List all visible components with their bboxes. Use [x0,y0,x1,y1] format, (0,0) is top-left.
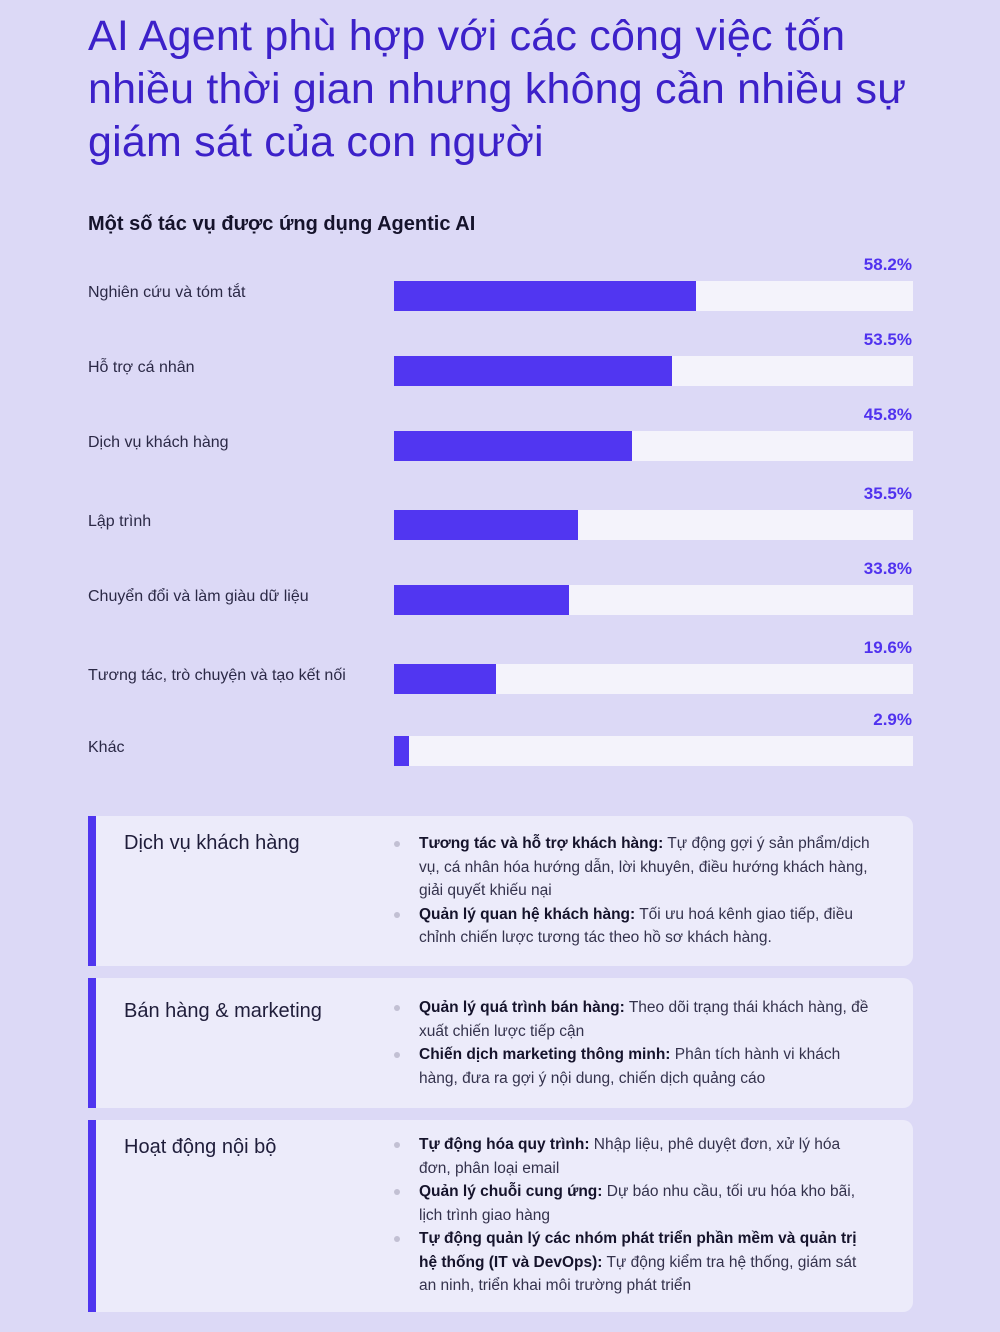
bar-label: Tương tác, trò chuyện và tạo kết nối [88,667,346,684]
card-title: Dịch vụ khách hàng [124,832,300,854]
bar-value-label: 35.5% [863,484,912,503]
card-bullet-item: Tương tác và hỗ trợ khách hàng: Tự động … [392,832,870,903]
bullet-text: Nhập liệu, phê duyệt đơn, xử lý hóa đơn,… [419,1136,841,1177]
bullet-heading: Tương tác và hỗ trợ khách hàng: [419,835,664,852]
bar [394,664,496,694]
bar-value-label: 2.9% [873,710,912,729]
card-title: Hoạt động nội bộ [124,1136,277,1158]
bullet-heading: Tự động hóa quy trình: [419,1136,590,1153]
card-internal-operations: Hoạt động nội bộ Tự động hóa quy trình: … [88,1120,913,1312]
bar-value-label: 53.5% [863,330,912,349]
bar-value-label: 19.6% [863,638,912,657]
bar-track [394,431,913,461]
bar-label: Dịch vụ khách hàng [88,434,229,451]
card-customer-service: Dịch vụ khách hàng Tương tác và hỗ trợ k… [88,816,913,966]
page-title: AI Agent phù hợp với các công việc tốn n… [88,12,907,166]
card-bullet-list: Tự động hóa quy trình: Nhập liệu, phê du… [392,1133,870,1298]
bullet-heading: Tự động quản lý các nhóm phát triển phần… [419,1230,857,1271]
card-title: Bán hàng & marketing [124,1000,322,1022]
bullet-text: Tự động kiểm tra hệ thống, giám sát an n… [419,1253,857,1295]
bar [394,510,578,540]
bullet-text: Tự động gợi ý sản phẩm/dịch vụ, cá nhân … [419,835,870,899]
bar-track [394,356,913,386]
bar-label: Khác [88,739,125,756]
card-bullet-item: Quản lý chuỗi cung ứng: Dự báo nhu cầu, … [392,1180,870,1227]
bar [394,736,409,766]
bullet-heading: Quản lý quan hệ khách hàng: [419,905,636,923]
bar-label: Chuyển đổi và làm giàu dữ liệu [88,588,309,605]
bar [394,356,672,386]
bar-label: Lập trình [88,513,152,530]
bar-track [394,281,913,311]
card-accent-bar [88,816,96,966]
bar-value-label: 58.2% [863,255,912,274]
card-bullet-item: Quản lý quá trình bán hàng: Theo dõi trạ… [392,996,870,1043]
bar-label: Hỗ trợ cá nhân [88,359,195,376]
bullet-heading: Chiến dịch marketing thông minh: [419,1046,671,1063]
card-accent-bar [88,978,96,1108]
card-bullet-item: Quản lý quan hệ khách hàng: Tối ưu hoá k… [392,903,870,950]
bullet-text: Dự báo nhu cầu, tối ưu hóa kho bãi, lịch… [419,1183,856,1224]
bullet-heading: Quản lý chuỗi cung ứng: [419,1183,603,1200]
bar-track [394,510,913,540]
bullet-text: Theo dõi trạng thái khách hàng, đề xuất … [419,999,869,1040]
bar-value-label: 33.8% [863,559,912,578]
card-bullet-list: Tương tác và hỗ trợ khách hàng: Tự động … [392,832,870,950]
bullet-heading: Quản lý quá trình bán hàng: [419,999,625,1016]
bar-value-label: 45.8% [863,405,912,424]
bar-track [394,585,913,615]
bar-track [394,736,913,766]
card-bullet-item: Tự động quản lý các nhóm phát triển phần… [392,1227,870,1298]
bullet-text: Tối ưu hoá kênh giao tiếp, điều chỉnh ch… [419,905,853,947]
card-bullet-item: Chiến dịch marketing thông minh: Phân tí… [392,1043,870,1090]
bullet-text: Phân tích hành vi khách hàng, đưa ra gợi… [419,1046,841,1087]
bar [394,281,696,311]
bar [394,431,632,461]
bar [394,585,569,615]
card-bullet-list: Quản lý quá trình bán hàng: Theo dõi trạ… [392,996,870,1090]
card-sales-marketing: Bán hàng & marketing Quản lý quá trình b… [88,978,913,1108]
bar-label: Nghiên cứu và tóm tắt [88,284,246,301]
bar-track [394,664,913,694]
card-accent-bar [88,1120,96,1312]
card-bullet-item: Tự động hóa quy trình: Nhập liệu, phê du… [392,1133,870,1180]
chart-title: Một số tác vụ được ứng dụng Agentic AI [88,213,476,235]
